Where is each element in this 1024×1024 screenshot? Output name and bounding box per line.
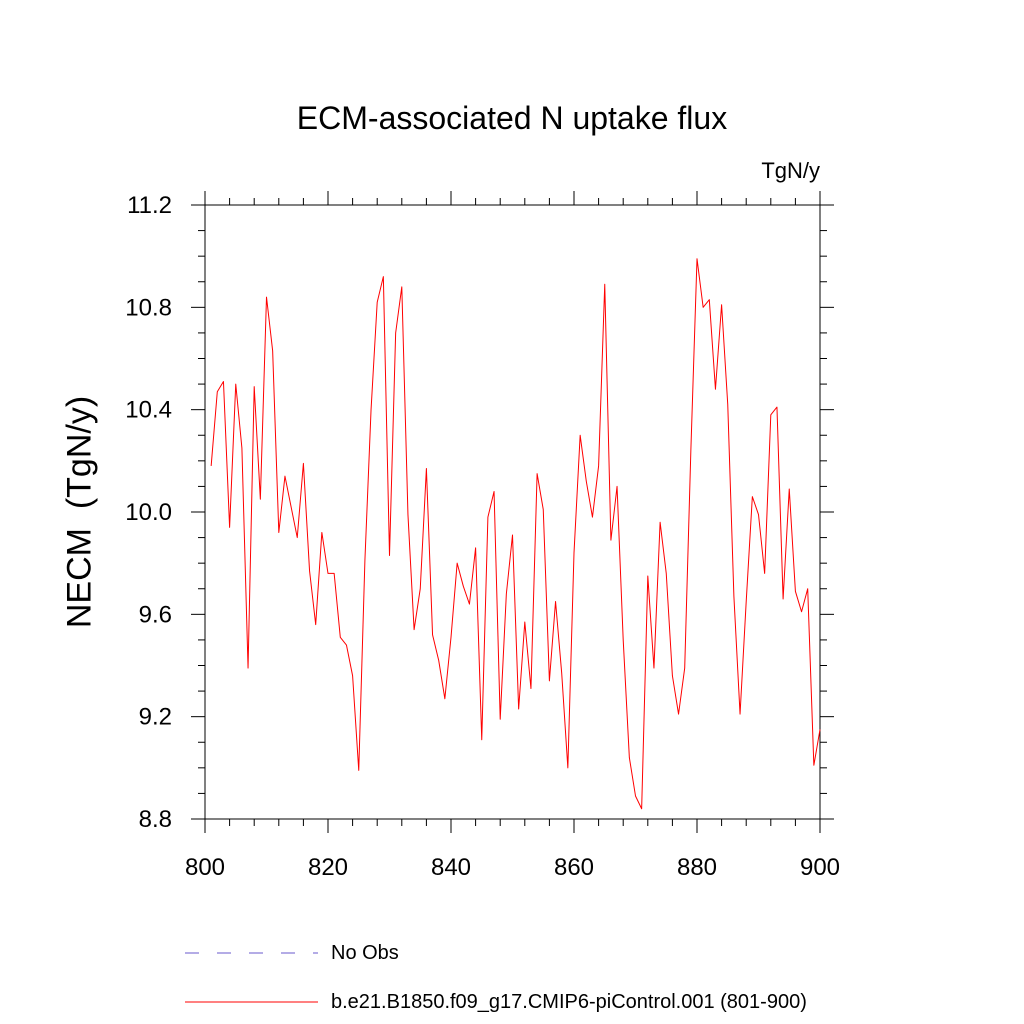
legend-entry-no-obs: No Obs [331, 942, 399, 964]
axis-tick-labels: 800 820 840 860 880 900 8.8 9.2 9.6 10.0 10.4 10.8 1… [125, 192, 840, 881]
chart-title: ECM-associated N uptake flux [296, 100, 728, 136]
x-tick-label: 820 [308, 854, 348, 881]
data-series [210, 258, 821, 810]
x-tick-label: 840 [431, 854, 471, 881]
y-axis-label: NECM (TgN/y) [60, 395, 99, 629]
x-tick-label: 880 [677, 854, 717, 881]
axis-ticks [191, 191, 834, 833]
legend-entry-model-run: b.e21.B1850.f09_g17.CMIP6-piControl.001 … [331, 991, 807, 1013]
y-tick-label: 10.8 [125, 294, 172, 321]
y-tick-label: 9.2 [139, 704, 172, 731]
y-tick-label: 9.6 [139, 601, 172, 628]
x-tick-label: 860 [554, 854, 594, 881]
series-line [210, 258, 821, 810]
plot-frame [204, 204, 821, 820]
units-label: TgN/y [761, 158, 820, 183]
x-tick-label: 800 [185, 854, 225, 881]
y-tick-label: 10.4 [125, 397, 172, 424]
y-tick-label: 11.2 [127, 192, 172, 219]
x-tick-label: 900 [800, 854, 840, 881]
y-tick-label: 10.0 [125, 499, 172, 526]
legend-lines [185, 952, 318, 1003]
y-tick-label: 8.8 [139, 806, 172, 833]
